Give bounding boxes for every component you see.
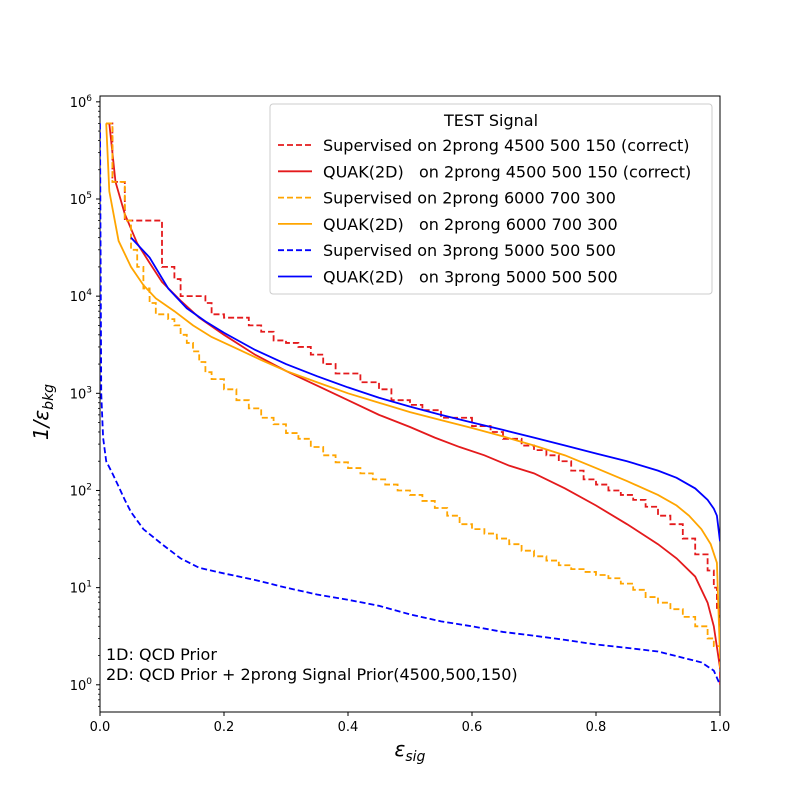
y-axis-label-main: 1/ε xyxy=(29,410,53,440)
legend-label-3: Supervised on 2prong 6000 700 300 xyxy=(323,189,616,208)
series-line-5 xyxy=(100,123,720,686)
series-layer xyxy=(100,122,720,686)
x-axis-label: εsig xyxy=(395,737,426,765)
x-tick-label: 0.6 xyxy=(462,720,483,735)
legend-label-2: QUAK(2D) on 2prong 4500 500 150 (correct… xyxy=(323,162,691,181)
y-tick-exp: 1 xyxy=(86,580,92,590)
y-tick-base: 10 xyxy=(70,679,87,694)
y-tick-label: 104 xyxy=(70,288,93,305)
y-tick-base: 10 xyxy=(70,193,87,208)
legend-label-1: Supervised on 2prong 4500 500 150 (corre… xyxy=(323,136,690,155)
legend: TEST Signal Supervised on 2prong 4500 50… xyxy=(269,103,713,295)
y-tick-exp: 3 xyxy=(86,385,92,395)
y-tick-exp: 4 xyxy=(86,288,92,298)
y-tick-label: 103 xyxy=(70,385,92,402)
annotation-2d: 2D: QCD Prior + 2prong Signal Prior(4500… xyxy=(106,665,518,684)
legend-label-5: Supervised on 3prong 5000 500 500 xyxy=(323,241,616,260)
x-tick-label: 0.0 xyxy=(90,720,111,735)
y-tick-base: 10 xyxy=(70,96,87,111)
series-line-4 xyxy=(105,123,720,656)
y-tick-label: 102 xyxy=(70,482,92,499)
y-tick-exp: 2 xyxy=(86,482,92,492)
x-axis-ticks: 0.0 0.2 0.4 0.6 0.8 1.0 xyxy=(90,712,731,735)
legend-title: TEST Signal xyxy=(443,111,538,130)
y-tick-label: 106 xyxy=(70,94,93,111)
x-tick-label: 0.2 xyxy=(214,720,235,735)
x-tick-label: 0.8 xyxy=(586,720,607,735)
y-tick-label: 100 xyxy=(70,677,93,694)
y-tick-exp: 0 xyxy=(86,677,92,687)
y-axis-label-sub: bkg xyxy=(41,384,57,410)
legend-entries: Supervised on 2prong 4500 500 150 (corre… xyxy=(278,136,691,287)
y-tick-base: 10 xyxy=(70,582,87,597)
series-line-2 xyxy=(106,122,720,668)
legend-label-6: QUAK(2D) on 3prong 5000 500 500 xyxy=(323,268,618,287)
y-tick-exp: 5 xyxy=(86,191,92,201)
series-line-1 xyxy=(107,122,720,685)
x-tick-label: 0.4 xyxy=(338,720,359,735)
y-tick-base: 10 xyxy=(70,484,87,499)
series-line-6 xyxy=(130,237,720,542)
y-tick-label: 101 xyxy=(70,580,92,597)
series-line-3 xyxy=(106,122,720,668)
x-tick-label: 1.0 xyxy=(710,720,731,735)
legend-box xyxy=(269,103,713,295)
y-tick-label: 105 xyxy=(70,191,92,208)
y-tick-base: 10 xyxy=(70,290,87,305)
x-axis-label-main: ε xyxy=(395,737,406,761)
annotation-1d: 1D: QCD Prior xyxy=(106,645,217,664)
legend-label-4: QUAK(2D) on 2prong 6000 700 300 xyxy=(323,215,618,234)
y-axis-label: 1/εbkg xyxy=(29,384,57,440)
y-tick-exp: 6 xyxy=(86,94,92,104)
y-tick-base: 10 xyxy=(70,387,87,402)
x-axis-label-sub: sig xyxy=(405,749,425,765)
